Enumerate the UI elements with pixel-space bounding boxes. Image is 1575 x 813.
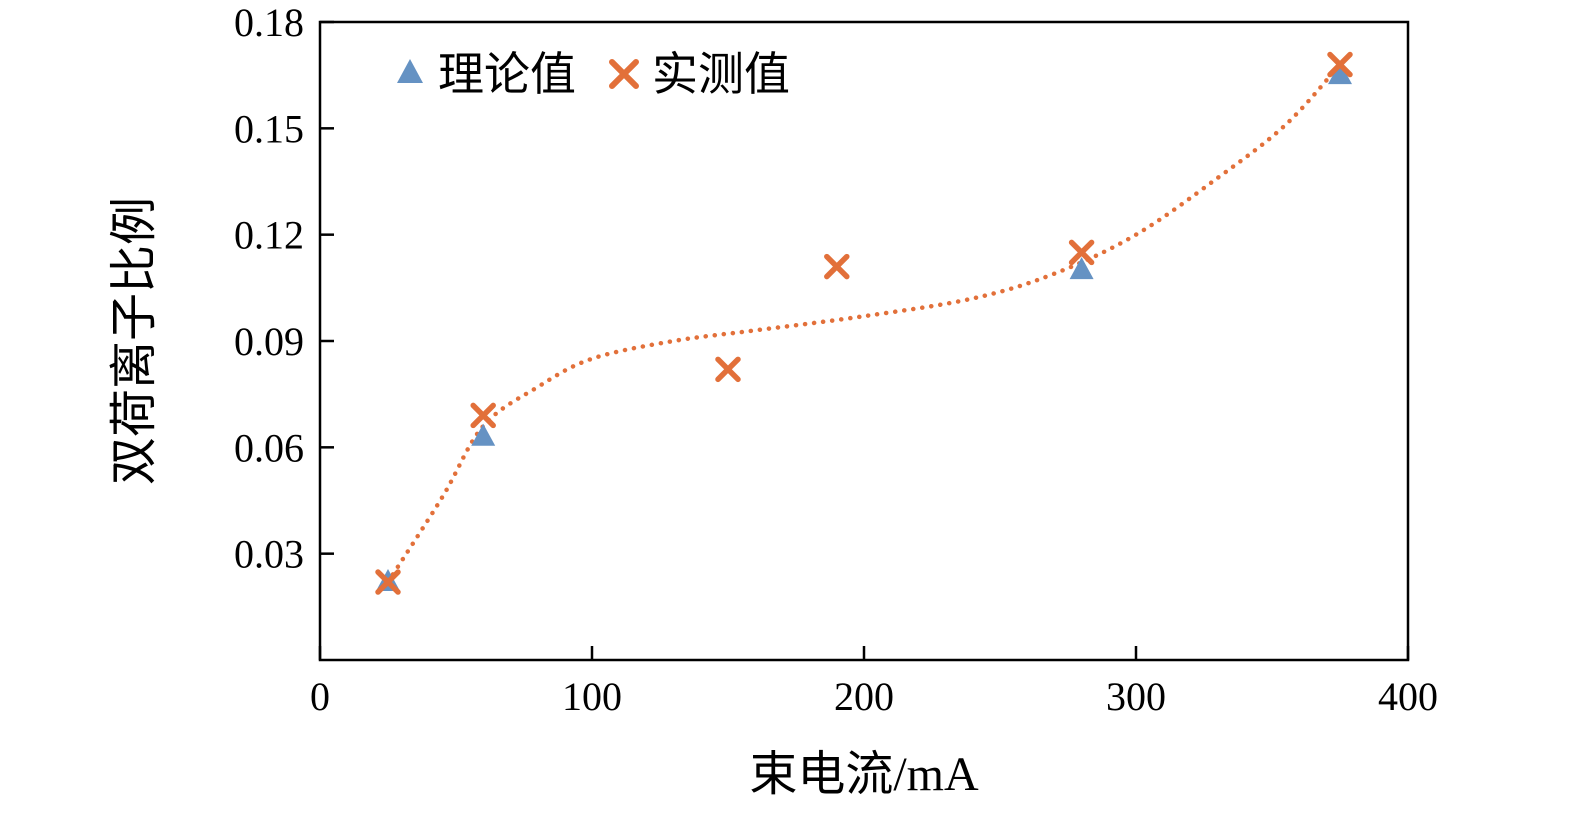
y-axis-tick-label: 0.03 <box>234 532 304 577</box>
x-axis-title: 束电流/mA <box>749 748 979 801</box>
data-point-measured <box>1068 239 1095 266</box>
y-axis-tick-label: 0.18 <box>234 0 304 45</box>
x-axis-tick-label: 100 <box>562 674 622 719</box>
data-point-theoretical <box>1328 62 1352 85</box>
x-axis-tick-label: 400 <box>1378 674 1438 719</box>
plot-area: 0 100 200 300 400 0.03 0.06 0.09 0.12 0.15 0.18 <box>234 0 1438 719</box>
legend: 理论值 实测值 <box>397 49 790 100</box>
legend-label-theoretical: 理论值 <box>438 49 576 100</box>
data-point-measured <box>470 402 496 429</box>
data-point-measured <box>715 356 741 383</box>
y-axis-tick-label: 0.09 <box>234 319 304 364</box>
trend-line <box>385 62 1343 585</box>
y-axis-tick-label: 0.06 <box>234 425 304 470</box>
data-point-theoretical <box>1069 257 1094 280</box>
plot-border <box>318 20 1410 662</box>
legend-marker-theoretical-icon <box>397 59 423 83</box>
legend-marker-measured-icon <box>609 59 639 89</box>
data-point-measured <box>375 569 401 595</box>
x-axis-tick-label: 0 <box>310 674 330 719</box>
y-axis-title: 双荷离子比例 <box>108 197 161 485</box>
y-axis-tick-label: 0.12 <box>234 213 304 258</box>
data-point-theoretical <box>471 423 496 446</box>
x-axis-tick-label: 200 <box>834 674 894 719</box>
y-axis-tick-label: 0.15 <box>234 106 304 151</box>
data-point-measured <box>1327 51 1353 78</box>
x-axis-tick-label: 300 <box>1106 674 1166 719</box>
legend-label-measured: 实测值 <box>652 49 790 100</box>
data-point-measured <box>824 253 850 280</box>
